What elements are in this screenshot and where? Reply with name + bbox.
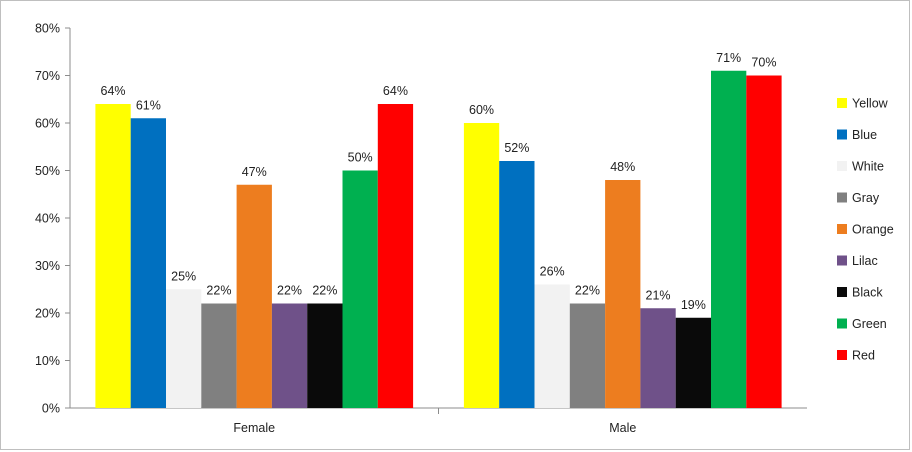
y-tick-label: 30% (35, 259, 60, 273)
legend-label: Black (852, 286, 883, 300)
data-label: 60% (469, 103, 494, 117)
data-labels: 64% 61% 25% 22% 47% 22% 22% 50% 64% 60% 52% 26% 22% 4… (101, 51, 777, 312)
y-tick-label: 20% (35, 307, 60, 321)
legend-label: Red (852, 349, 875, 363)
data-label: 61% (136, 98, 161, 112)
x-category-label: Male (609, 421, 636, 435)
y-tick-label: 80% (35, 22, 60, 36)
bar-green-female (342, 170, 378, 408)
data-label: 22% (206, 284, 231, 298)
y-tick-label: 70% (35, 69, 60, 83)
legend-swatch-black (837, 287, 847, 297)
data-label: 22% (277, 284, 302, 298)
y-tick-label: 60% (35, 117, 60, 131)
bar-orange-male (605, 180, 641, 408)
bar-white-male (534, 284, 570, 408)
bar-blue-male (499, 161, 535, 408)
bar-yellow-female (95, 104, 131, 408)
y-tick-label: 50% (35, 164, 60, 178)
legend: Yellow Blue White Gray Orange Lilac Black Green… (837, 97, 894, 363)
legend-label: Green (852, 317, 887, 331)
bar-gray-female (201, 303, 237, 408)
data-label: 70% (751, 56, 776, 70)
data-label: 19% (681, 298, 706, 312)
legend-swatch-red (837, 350, 847, 360)
y-tick-label: 10% (35, 354, 60, 368)
legend-swatch-blue (837, 129, 847, 140)
legend-label: Blue (852, 128, 877, 142)
data-label: 22% (575, 284, 600, 298)
legend-swatch-yellow (837, 98, 847, 108)
bar-white-female (166, 289, 202, 408)
data-label: 21% (646, 288, 671, 302)
bar-green-male (711, 70, 747, 408)
data-label: 52% (504, 141, 529, 155)
data-label: 22% (312, 284, 337, 298)
legend-swatch-green (837, 318, 847, 329)
bar-lilac-male (640, 308, 676, 408)
data-label: 50% (348, 151, 373, 165)
y-tick-label: 0% (42, 402, 60, 416)
data-label: 48% (610, 160, 635, 174)
legend-label: White (852, 160, 884, 174)
chart-axes: 0% 10% 20% 30% 40% 50% 60% 70% 80% Female Male (35, 22, 807, 435)
legend-swatch-lilac (837, 255, 847, 266)
bar-black-male (675, 317, 711, 408)
data-label: 64% (383, 84, 408, 98)
bar-red-male (746, 75, 782, 408)
bar-gray-male (569, 303, 606, 408)
bar-orange-female (236, 184, 272, 408)
bar-yellow-male (463, 123, 500, 408)
legend-label: Yellow (852, 97, 889, 111)
bar-red-female (377, 104, 414, 408)
bar-black-female (307, 303, 343, 408)
legend-label: Gray (852, 191, 880, 205)
legend-label: Lilac (852, 254, 878, 268)
legend-swatch-orange (837, 224, 847, 234)
data-label: 25% (171, 269, 196, 283)
bar-groups (95, 70, 782, 408)
legend-swatch-gray (837, 192, 847, 203)
data-label: 47% (242, 165, 267, 179)
legend-swatch-white (837, 161, 847, 171)
data-label: 64% (101, 84, 126, 98)
legend-label: Orange (852, 223, 894, 237)
data-label: 71% (716, 51, 741, 65)
bar-lilac-female (271, 303, 308, 408)
data-label: 26% (540, 265, 565, 279)
y-tick-label: 40% (35, 212, 60, 226)
bar-blue-female (130, 118, 166, 408)
x-category-label: Female (233, 421, 275, 435)
